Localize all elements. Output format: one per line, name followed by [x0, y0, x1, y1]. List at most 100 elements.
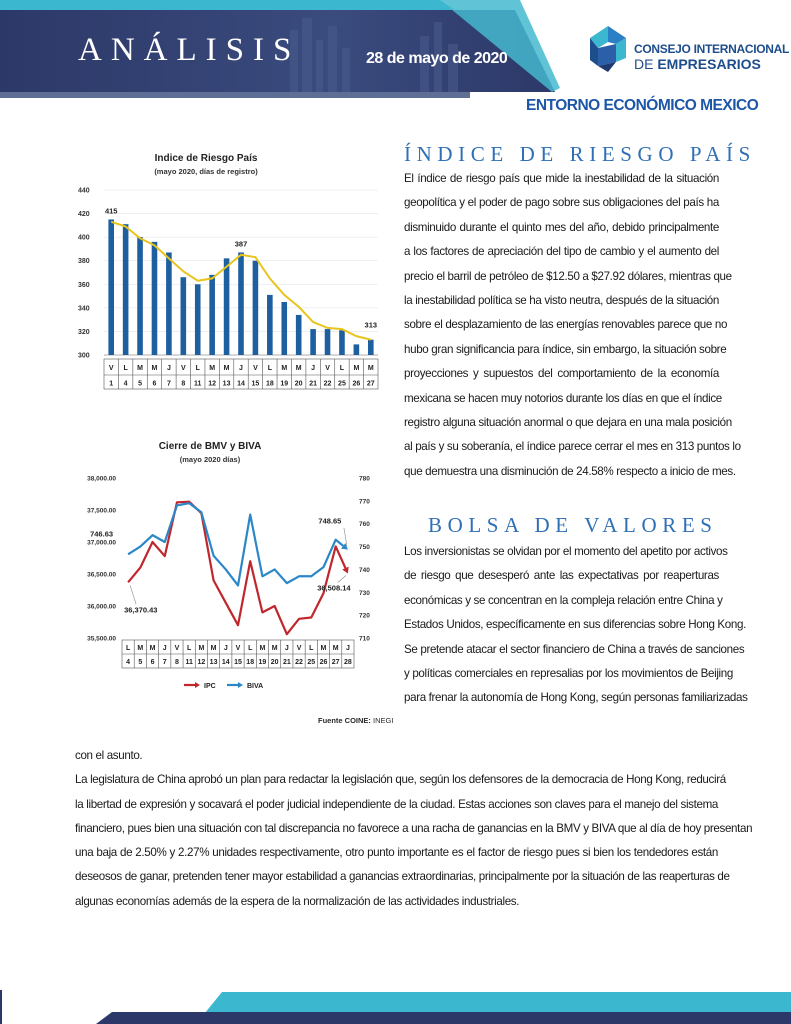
- bar: [166, 252, 172, 355]
- day-letter: M: [259, 645, 265, 652]
- text-line: precio el barril de petróleo de $12.50 a…: [404, 269, 732, 283]
- day-letter: V: [236, 645, 241, 652]
- category-label: 22: [324, 381, 332, 388]
- category-label: 6: [153, 381, 157, 388]
- category-label: 11: [185, 659, 193, 666]
- y-tick-label: 400: [78, 235, 90, 242]
- ipc-series-line: [127, 500, 347, 636]
- legend-arrow: [238, 682, 243, 688]
- text-line: con el asunto.: [75, 749, 143, 762]
- day-letter: J: [163, 645, 167, 652]
- category-label: 8: [181, 381, 185, 388]
- day-letter: L: [187, 645, 192, 652]
- chart-title: Indice de Riesgo País: [155, 153, 258, 164]
- company-logo-icon: [590, 26, 626, 72]
- category-label: 5: [138, 381, 142, 388]
- day-letter: M: [296, 365, 302, 372]
- day-letter: V: [253, 365, 258, 372]
- data-label: 313: [365, 321, 378, 330]
- category-table: [103, 358, 379, 390]
- chart-subtitle: (mayo 2020, días de registro): [154, 167, 258, 176]
- data-label: 36,370.43: [124, 605, 157, 614]
- y-right-tick-label: 760: [359, 521, 370, 528]
- day-letter: J: [239, 365, 243, 372]
- category-label: 4: [126, 659, 130, 666]
- day-letter: V: [181, 365, 186, 372]
- day-letter: J: [167, 365, 171, 372]
- y-right-tick-label: 780: [359, 476, 370, 483]
- day-letter: J: [346, 645, 350, 652]
- bolsa-heading: BOLSA DE VALORES: [428, 513, 718, 537]
- text-line: financiero, pues bien una situación con …: [75, 821, 753, 835]
- category-label: 26: [352, 381, 360, 388]
- y-left-tick-label: 37,000.00: [87, 540, 116, 547]
- bar: [267, 294, 273, 355]
- day-letter: V: [297, 645, 302, 652]
- y-left-tick-label: 36,500.00: [87, 572, 116, 579]
- bar: [108, 219, 115, 355]
- category-label: 12: [208, 381, 216, 388]
- text-line: económicas y se concentran en la complej…: [404, 593, 723, 607]
- day-letter: M: [321, 645, 327, 652]
- day-letter: V: [175, 645, 180, 652]
- y-right-tick-label: 740: [359, 567, 370, 574]
- bmv-biva-chart-svg: Cierre de BMV y BIVA (mayo 2020 días) 35,5…: [87, 441, 370, 690]
- y-tick-label: 380: [78, 258, 90, 265]
- bolsa-paragraph: Los inversionistas se olvidan por el mom…: [404, 540, 748, 711]
- riesgo-pais-chart: Indice de Riesgo País (mayo 2020, días de…: [72, 145, 384, 398]
- y-tick-label: 360: [78, 282, 90, 289]
- biva-series-line: [127, 502, 344, 587]
- category-label: 12: [197, 659, 205, 666]
- text-line: sobre el desplazamiento de las energías …: [404, 318, 728, 332]
- day-letter: J: [285, 645, 289, 652]
- day-letter: M: [368, 365, 374, 372]
- bar: [238, 252, 244, 355]
- data-label: 415: [105, 206, 118, 215]
- text-line: Estados Unidos, específicamente en sus d…: [404, 618, 746, 632]
- category-label: 8: [175, 659, 179, 666]
- bar: [324, 329, 331, 355]
- section-title: ENTORNO ECONÓMICO MEXICO: [526, 97, 759, 114]
- bar: [151, 241, 158, 355]
- day-letter: M: [211, 645, 217, 652]
- logo-text-line2: DE EMPRESARIOS: [634, 56, 761, 72]
- legend-label: BIVA: [247, 683, 263, 690]
- category-label: 20: [295, 381, 303, 388]
- header-banner: [0, 0, 560, 98]
- category-label: 19: [259, 659, 267, 666]
- data-label: 387: [235, 239, 248, 248]
- trend-line: [110, 220, 372, 341]
- day-letter: L: [248, 645, 253, 652]
- category-label: 13: [223, 381, 231, 388]
- bar: [353, 344, 360, 355]
- category-label: 14: [237, 381, 245, 388]
- category-label: 27: [367, 381, 375, 388]
- data-label: 746.63: [90, 529, 113, 538]
- text-line: mexicana se hacen muy notorios durante l…: [404, 391, 722, 405]
- category-label: 26: [320, 659, 328, 666]
- y-tick-label: 340: [78, 305, 90, 312]
- riesgo-paragraph: El índice de riesgo país que mide la ine…: [404, 167, 741, 484]
- y-left-tick-label: 38,000.00: [87, 476, 116, 483]
- day-letter: V: [109, 365, 114, 372]
- bar: [252, 260, 259, 355]
- source-label: Fuente COINE:: [318, 716, 371, 725]
- riesgo-heading: ÍNDICE DE RIESGO PAÍS: [404, 142, 756, 166]
- category-label: 15: [252, 381, 260, 388]
- day-letter: L: [268, 365, 273, 372]
- text-line: proyecciones y supuestos del comportamie…: [404, 367, 719, 381]
- category-label: 22: [295, 659, 303, 666]
- bar: [281, 301, 288, 355]
- y-right-tick-label: 770: [359, 498, 370, 505]
- bar: [209, 274, 215, 355]
- bar: [339, 330, 345, 355]
- category-label: 19: [280, 381, 288, 388]
- category-label: 21: [283, 659, 291, 666]
- continuation-paragraph: con el asunto. La legislatura de China ap…: [75, 744, 753, 914]
- bmv-biva-chart: Cierre de BMV y BIVA (mayo 2020 días) 35,5…: [72, 432, 384, 705]
- y-tick-label: 420: [78, 211, 90, 218]
- bar: [295, 314, 302, 355]
- text-line: la inestabilidad política se ha visto ne…: [404, 294, 719, 308]
- day-letter: M: [137, 365, 143, 372]
- text-line: de riesgo que desesperó ante las expecta…: [404, 569, 719, 583]
